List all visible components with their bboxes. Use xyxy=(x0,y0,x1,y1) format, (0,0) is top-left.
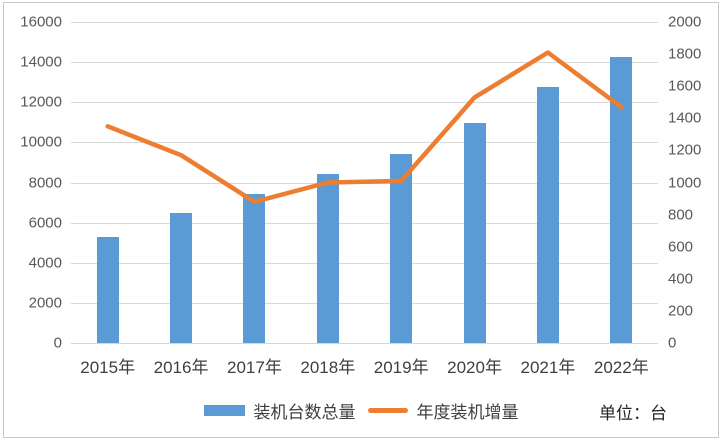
bar-2016年 xyxy=(170,212,193,343)
right-axis-tick: 1200 xyxy=(668,141,702,159)
x-axis-label-2015年: 2015年 xyxy=(80,358,136,377)
plot-area xyxy=(71,22,658,344)
right-axis: 0 200 400 600 800 1000 1200 1400 1600 1800 2000 xyxy=(668,14,720,352)
line-series-swatch xyxy=(367,408,408,413)
left-axis-tick: 8000 xyxy=(28,174,62,191)
right-axis-tick: 600 xyxy=(668,238,694,256)
left-axis-tick: 4000 xyxy=(28,254,62,272)
x-axis-label-2022年: 2022年 xyxy=(593,358,649,377)
gridline xyxy=(71,22,658,23)
bar-2022年 xyxy=(610,57,633,343)
gridline xyxy=(71,302,658,304)
right-axis-tick: 0 xyxy=(668,334,677,352)
x-axis-label-2018年: 2018年 xyxy=(300,358,356,377)
right-axis-tick: 1000 xyxy=(668,174,702,191)
x-axis-label-2021年: 2021年 xyxy=(520,358,576,377)
legend-bar-label: 装机台数总量 xyxy=(253,403,356,422)
right-axis-tick: 200 xyxy=(668,302,694,320)
x-axis-label-2017年: 2017年 xyxy=(227,358,282,377)
left-axis-tick: 14000 xyxy=(20,53,62,71)
left-axis-tick: 0 xyxy=(53,334,62,352)
bar-2015年 xyxy=(96,236,119,343)
bar-2018年 xyxy=(316,174,339,343)
left-axis-tick: 16000 xyxy=(20,13,62,31)
bar-2020年 xyxy=(463,123,486,343)
legend-item-bars: 装机台数总量 xyxy=(203,398,356,423)
bar-series-swatch xyxy=(203,405,245,416)
left-axis-tick: 12000 xyxy=(20,93,62,111)
bar-2019年 xyxy=(390,154,413,343)
bar-2017年 xyxy=(243,193,266,343)
gridline xyxy=(71,222,658,224)
left-axis-tick: 10000 xyxy=(20,133,62,151)
x-axis-label-2019年: 2019年 xyxy=(373,358,429,377)
gridline xyxy=(71,102,658,104)
right-axis-tick: 1600 xyxy=(668,77,702,95)
right-axis-tick: 400 xyxy=(668,270,694,288)
line-path xyxy=(105,50,624,205)
left-axis: 0 2000 4000 6000 8000 10000 12000 14000 16000 xyxy=(0,14,62,352)
right-axis-tick: 1800 xyxy=(668,45,702,63)
legend-line-label: 年度装机增量 xyxy=(416,403,519,422)
legend: 装机台数总量 年度装机增量 xyxy=(0,398,722,423)
left-axis-tick: 6000 xyxy=(28,214,62,232)
legend-item-line: 年度装机增量 xyxy=(367,398,519,423)
gridline xyxy=(71,142,658,144)
right-axis-tick: 1400 xyxy=(668,109,702,127)
right-axis-tick: 800 xyxy=(668,206,694,224)
x-axis-label-2020年: 2020年 xyxy=(447,358,502,377)
gridline xyxy=(71,262,658,264)
left-axis-tick: 2000 xyxy=(28,294,62,312)
line-series xyxy=(105,50,624,205)
bar-2021年 xyxy=(536,87,559,343)
unit-label: 单位：台 xyxy=(599,404,667,423)
right-axis-tick: 2000 xyxy=(668,13,702,31)
x-axis-label-2016年: 2016年 xyxy=(153,358,209,377)
gridline xyxy=(71,62,658,64)
